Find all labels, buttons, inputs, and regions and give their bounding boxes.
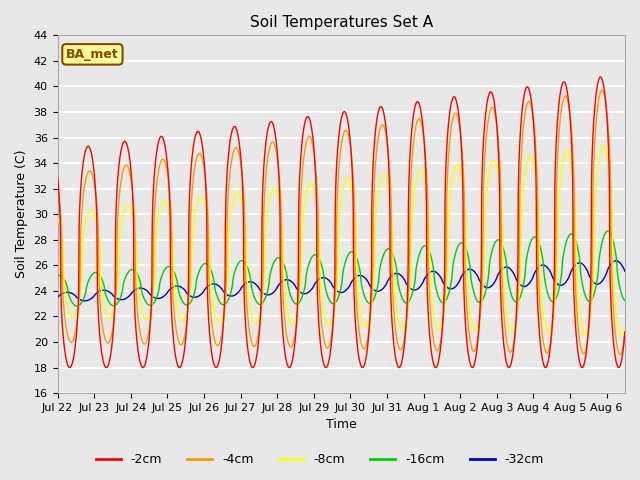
X-axis label: Time: Time [326, 419, 356, 432]
Title: Soil Temperatures Set A: Soil Temperatures Set A [250, 15, 433, 30]
Y-axis label: Soil Temperature (C): Soil Temperature (C) [15, 150, 28, 278]
Legend: -2cm, -4cm, -8cm, -16cm, -32cm: -2cm, -4cm, -8cm, -16cm, -32cm [91, 448, 549, 471]
Text: BA_met: BA_met [66, 48, 119, 61]
